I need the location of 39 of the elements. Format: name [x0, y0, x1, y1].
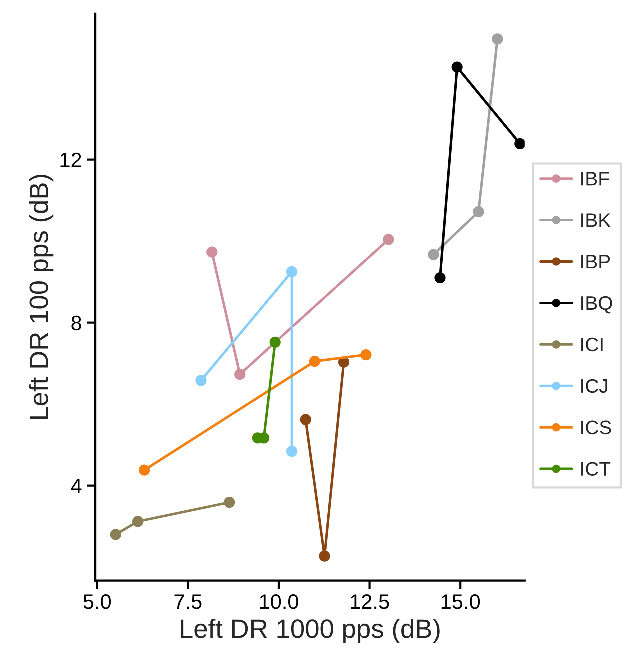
point: [224, 496, 236, 508]
point: [286, 266, 298, 278]
point: [132, 516, 144, 528]
point: [196, 375, 207, 386]
x-tick-label: 5.0: [84, 594, 112, 610]
legend-label: IBP: [582, 255, 610, 269]
y-axis-title: Left DR 100 pps (dB): [29, 175, 54, 420]
point: [514, 138, 525, 150]
point: [234, 369, 246, 380]
legend-label: IBF: [582, 172, 610, 186]
point: [270, 336, 281, 348]
y-tick-label: 8: [72, 316, 82, 331]
point: [360, 349, 372, 361]
x-tick-label: 12.5: [351, 594, 390, 610]
point: [428, 249, 440, 260]
x-axis-title: Left DR 1000 pps (dB): [181, 618, 440, 644]
legend-label: ICI: [582, 338, 603, 352]
y-tick-label: 12: [60, 152, 82, 168]
point: [383, 234, 394, 246]
point: [206, 246, 218, 258]
point: [492, 34, 504, 45]
point: [319, 550, 330, 562]
legend-label: IBK: [582, 214, 611, 228]
x-tick-label: 10.0: [260, 594, 298, 610]
point: [434, 272, 446, 284]
point: [473, 206, 484, 218]
point: [286, 446, 298, 458]
legend-label: IBQ: [582, 296, 612, 314]
point: [309, 356, 320, 368]
legend-label: ICJ: [582, 379, 608, 394]
legend-label: ICT: [582, 462, 611, 476]
point: [300, 414, 312, 426]
legend-label: ICS: [582, 420, 612, 435]
point: [110, 529, 122, 540]
y-tick-label: 4: [71, 479, 82, 494]
x-tick-label: 15.0: [442, 594, 480, 610]
x-tick-label: 7.5: [174, 594, 202, 610]
point: [139, 464, 150, 476]
point: [452, 62, 463, 73]
